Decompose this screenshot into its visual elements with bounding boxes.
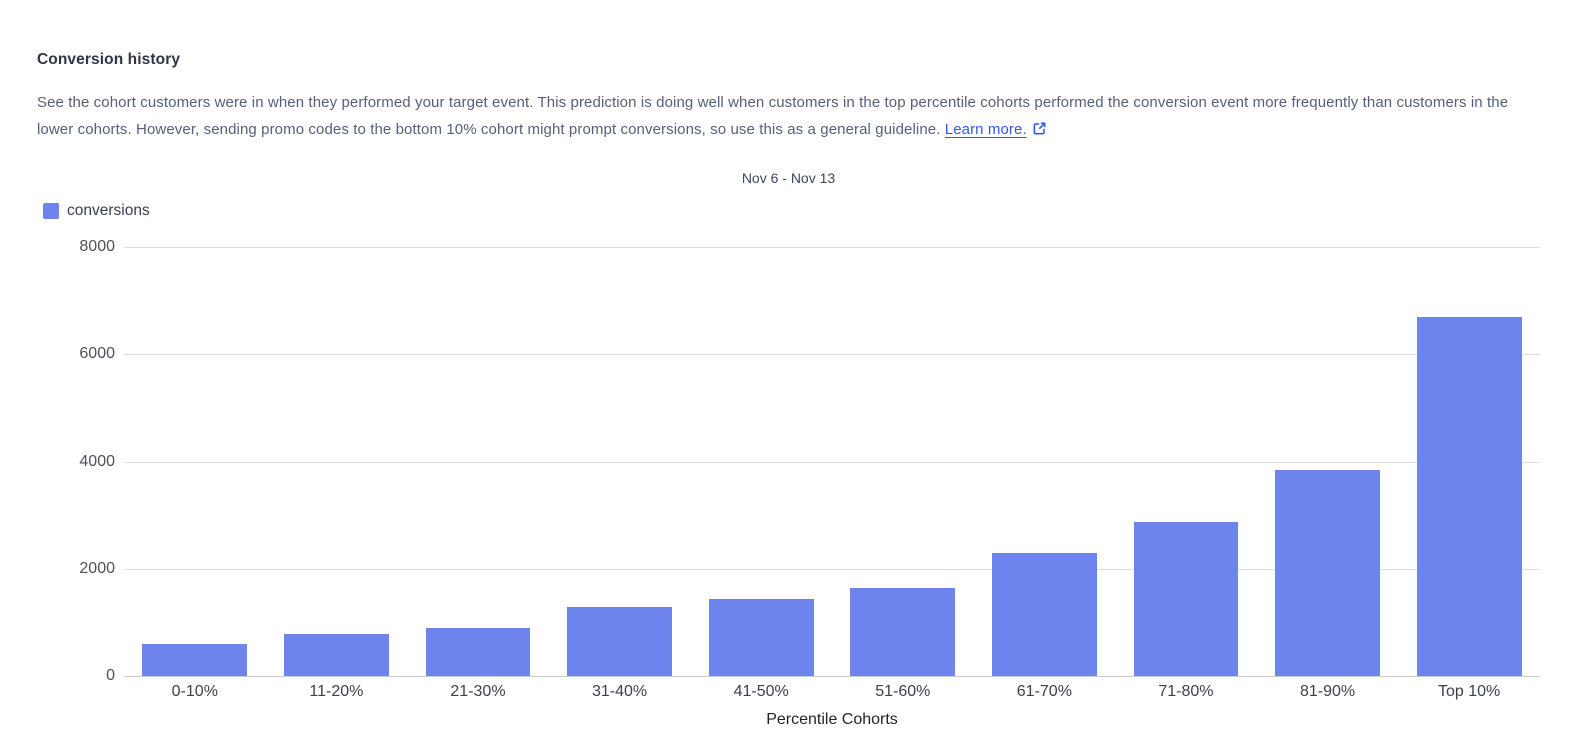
bar-slot: 41-50%: [690, 247, 832, 700]
bar[interactable]: [142, 644, 248, 676]
description-text: See the cohort customers were in when th…: [37, 89, 1534, 143]
y-tick-label: 2000: [79, 559, 115, 577]
description-body: See the cohort customers were in when th…: [37, 94, 1509, 138]
x-tick-label: 21-30%: [450, 683, 506, 700]
x-tick-label: 51-60%: [875, 683, 931, 700]
bar-slot: 51-60%: [832, 247, 974, 700]
gridline: [124, 568, 1540, 570]
x-tick-label: 0-10%: [171, 683, 218, 700]
legend-label: conversions: [67, 202, 150, 219]
gridline: [124, 247, 1540, 248]
y-tick-label: 6000: [79, 345, 115, 363]
page-title: Conversion history: [37, 51, 181, 68]
bar-slot: 71-80%: [1115, 247, 1257, 700]
bar[interactable]: [1416, 317, 1522, 676]
chart-title: Nov 6 - Nov 13: [741, 170, 836, 186]
gridline: [124, 354, 1540, 356]
y-tick-label: 4000: [79, 452, 115, 470]
legend-swatch: [43, 203, 59, 219]
bar-slot: 61-70%: [974, 247, 1116, 700]
bar[interactable]: [567, 607, 672, 676]
bar-slot: 31-40%: [549, 247, 691, 700]
bar-slot: 81-90%: [1257, 247, 1399, 700]
bar-slot: 0-10%: [124, 247, 266, 700]
x-tick-label: 41-50%: [733, 683, 789, 700]
gridline: [124, 676, 1540, 677]
bars-row: 0-10% 11-20% 21-30% 31-40% 41-50% 51-60% 61-70…: [124, 247, 1540, 700]
bar[interactable]: [991, 553, 1097, 676]
y-axis-labels: 0 2000 4000 6000 8000: [37, 238, 115, 684]
bar[interactable]: [1275, 470, 1380, 676]
bar[interactable]: [284, 634, 389, 676]
y-tick-label: 0: [106, 667, 115, 684]
external-link-icon[interactable]: [1032, 118, 1047, 135]
x-tick-label: 81-90%: [1299, 683, 1356, 700]
x-tick-label: 31-40%: [592, 683, 648, 700]
y-tick-label: 8000: [79, 238, 115, 255]
bar-slot: Top 10%: [1398, 247, 1540, 700]
bar[interactable]: [425, 628, 531, 676]
bar[interactable]: [850, 588, 956, 676]
chart-legend: conversions: [43, 202, 150, 220]
x-tick-label: 71-80%: [1158, 683, 1214, 700]
bar-slot: 11-20%: [266, 247, 408, 700]
x-axis-title: Percentile Cohorts: [766, 711, 898, 728]
bar[interactable]: [1133, 521, 1239, 676]
bar-chart-plot-area: 0-10% 11-20% 21-30% 31-40% 41-50% 51-60% 61-70…: [124, 247, 1540, 700]
x-tick-label: Top 10%: [1438, 683, 1501, 700]
learn-more-link[interactable]: Learn more.: [944, 121, 1027, 138]
x-tick-label: 11-20%: [309, 683, 364, 700]
x-tick-label: 61-70%: [1016, 683, 1072, 700]
gridline: [124, 461, 1540, 463]
bar[interactable]: [708, 598, 814, 676]
bar-slot: 21-30%: [407, 247, 549, 700]
